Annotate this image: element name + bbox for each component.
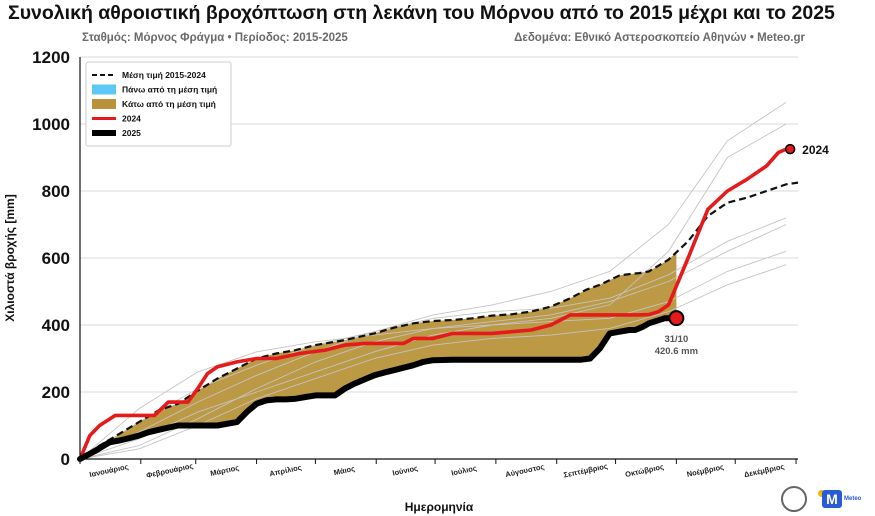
legend-label-above: Πάνω από τη μέση τιμή (122, 85, 217, 95)
y-tick-label-1200: 1200 (32, 48, 70, 67)
chart-title: Συνολική αθροιστική βροχόπτωση στη λεκάν… (8, 2, 835, 24)
meteo-logo-text: Meteo (844, 496, 862, 502)
meteo-logo: M Meteo (818, 490, 861, 510)
past-year-line-2 (79, 123, 787, 460)
y-tick-label-400: 400 (42, 316, 70, 335)
y-tick-label-1000: 1000 (32, 115, 70, 134)
x-tick-label-4: Απρίλιος (269, 463, 303, 479)
x-tick-label-8: Αύγουστος (504, 462, 545, 479)
x-tick-label-5: Μάιος (333, 464, 356, 477)
subtitle-source: Δεδομένα: Εθνικό Αστεροσκοπείο Αθηνών • … (514, 32, 805, 44)
x-tick-label-10: Οκτώβριος (624, 462, 664, 479)
main-series (77, 143, 799, 462)
line-2025 (77, 315, 680, 462)
meteo-logo-dot (818, 490, 825, 497)
y-tick-label-600: 600 (42, 249, 70, 268)
annotation-2024: 2024 (802, 143, 829, 157)
x-tick-label-11: Νοέμβριος (686, 462, 725, 479)
marker-2024-end (784, 143, 796, 155)
x-tick-label-3: Μάρτιος (209, 463, 240, 478)
x-tick-label-2: Φεβρουάριος (145, 461, 194, 480)
legend-box (85, 61, 232, 147)
y-tick-label-0: 0 (61, 450, 70, 469)
x-tick-label-6: Ιούνιος (392, 463, 419, 477)
subtitle-station: Σταθμός: Μόρνος Φράγμα • Περίοδος: 2015-… (82, 32, 348, 44)
y-axis-label: Χιλιοστά βροχής [mm] (3, 194, 17, 321)
y-tick-label-200: 200 (42, 383, 70, 402)
y-axis: 0 200 400 600 800 1000 1200 Χιλιοστά βροχής [mm… (3, 48, 81, 469)
legend-label-y2025: 2025 (122, 128, 141, 138)
past-year-line-1 (79, 101, 787, 460)
legend-label-below: Κάτω από τη μέση τιμή (122, 99, 216, 109)
marker-2025-end (668, 310, 685, 327)
x-axis-label: Ημερομηνία (405, 500, 474, 514)
x-tick-label-12: Δεκέμβριος (743, 462, 785, 479)
line-2024 (78, 147, 791, 460)
x-tick-label-1: Ιανουάριος (89, 462, 130, 479)
legend-label-mean: Μέση τιμή 2015-2024 (122, 70, 206, 80)
below-mean-area (80, 252, 677, 459)
legend-swatch-above (92, 84, 116, 95)
legend-label-y2024: 2024 (122, 114, 141, 124)
mean-line (79, 181, 799, 460)
annotation-date: 31/10 (664, 334, 688, 345)
legend: Μέση τιμή 2015-2024 Πάνω από τη μέση τιμή… (85, 61, 232, 147)
x-axis: Ιανουάριος Φεβρουάριος Μάρτιος Απρίλιος Μάιο… (79, 458, 798, 514)
legend-swatch-below (92, 99, 116, 109)
noa-logo (781, 486, 807, 512)
annotation-value: 420.6 mm (655, 346, 698, 357)
x-tick-label-7: Ιούλιος (450, 463, 477, 477)
deficit-fill (80, 252, 677, 459)
meteo-logo-mark: M (822, 490, 842, 508)
x-tick-label-9: Σεπτέμβριος (563, 461, 609, 479)
y-tick-label-800: 800 (42, 182, 70, 201)
